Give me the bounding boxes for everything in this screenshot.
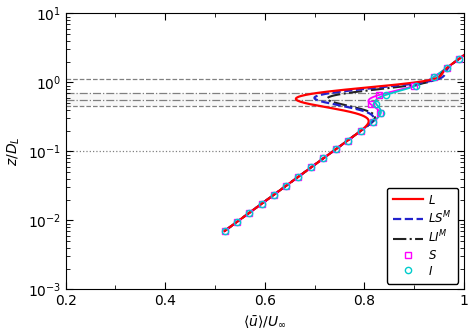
Bar bbox=[66, 93, 464, 106]
$LI^M$ bbox=[305, 168, 311, 172]
$I$ bbox=[456, 56, 462, 60]
$I$ bbox=[333, 148, 338, 152]
Legend: $L$, $LS^M$, $LI^M$, $S$, $I$: $L$, $LS^M$, $LI^M$, $S$, $I$ bbox=[387, 188, 458, 284]
$L$ bbox=[222, 229, 228, 233]
$S$ bbox=[376, 93, 382, 97]
$S$ bbox=[370, 120, 375, 124]
$S$ bbox=[456, 56, 462, 60]
$I$ bbox=[383, 93, 389, 97]
$LI^M$ bbox=[364, 109, 370, 113]
$I$ bbox=[370, 120, 375, 124]
Line: $I$: $I$ bbox=[221, 10, 474, 234]
$S$ bbox=[471, 20, 474, 24]
$LS^M$ bbox=[222, 229, 228, 233]
$I$ bbox=[234, 220, 239, 224]
$I$ bbox=[413, 84, 419, 88]
$S$ bbox=[246, 211, 252, 215]
$I$ bbox=[444, 66, 449, 70]
Line: $LS^M$: $LS^M$ bbox=[225, 13, 474, 231]
$S$ bbox=[271, 193, 277, 197]
$L$ bbox=[471, 16, 474, 20]
$LI^M$ bbox=[359, 128, 365, 132]
$I$ bbox=[308, 165, 314, 169]
$S$ bbox=[296, 175, 301, 179]
$LS^M$ bbox=[358, 128, 364, 132]
$S$ bbox=[358, 129, 364, 133]
$S$ bbox=[471, 39, 474, 43]
$S$ bbox=[222, 229, 228, 233]
$S$ bbox=[444, 66, 449, 70]
$S$ bbox=[368, 102, 374, 106]
$LI^M$ bbox=[222, 229, 228, 233]
$I$ bbox=[471, 20, 474, 24]
X-axis label: $\langle\bar{u}\rangle/U_{\infty}$: $\langle\bar{u}\rangle/U_{\infty}$ bbox=[243, 314, 287, 330]
$I$ bbox=[471, 11, 474, 15]
$LI^M$ bbox=[323, 154, 329, 158]
$L$ bbox=[471, 11, 474, 15]
$S$ bbox=[283, 184, 289, 188]
$S$ bbox=[469, 48, 474, 52]
Line: $L$: $L$ bbox=[225, 13, 474, 231]
$S$ bbox=[345, 138, 351, 142]
$I$ bbox=[259, 202, 264, 206]
$I$ bbox=[469, 48, 474, 52]
$I$ bbox=[431, 75, 437, 79]
$L$ bbox=[342, 109, 348, 113]
$L$ bbox=[323, 154, 329, 158]
$I$ bbox=[378, 111, 383, 115]
$S$ bbox=[234, 220, 239, 224]
$S$ bbox=[308, 165, 314, 169]
$I$ bbox=[222, 229, 228, 233]
$I$ bbox=[471, 30, 474, 34]
$LS^M$ bbox=[360, 109, 365, 113]
$S$ bbox=[333, 148, 338, 152]
$S$ bbox=[431, 75, 437, 79]
$L$ bbox=[305, 168, 311, 172]
$S$ bbox=[320, 157, 326, 161]
$LS^M$ bbox=[471, 16, 474, 20]
$I$ bbox=[246, 211, 252, 215]
$S$ bbox=[259, 202, 264, 206]
$LI^M$ bbox=[471, 16, 474, 20]
$I$ bbox=[345, 138, 351, 142]
$I$ bbox=[358, 129, 364, 133]
$S$ bbox=[377, 111, 383, 115]
$S$ bbox=[471, 30, 474, 34]
$LS^M$ bbox=[471, 11, 474, 15]
$I$ bbox=[283, 184, 289, 188]
$I$ bbox=[374, 102, 379, 106]
$L$ bbox=[358, 128, 364, 132]
Y-axis label: $z/D_L$: $z/D_L$ bbox=[6, 137, 22, 166]
$S$ bbox=[411, 84, 417, 88]
$LS^M$ bbox=[323, 154, 329, 158]
$LI^M$ bbox=[471, 11, 474, 15]
$I$ bbox=[271, 193, 277, 197]
$LS^M$ bbox=[286, 182, 292, 186]
$I$ bbox=[296, 175, 301, 179]
Line: $S$: $S$ bbox=[221, 10, 474, 234]
$LI^M$ bbox=[286, 182, 292, 186]
$L$ bbox=[286, 182, 292, 186]
$S$ bbox=[471, 11, 474, 15]
$LS^M$ bbox=[305, 168, 311, 172]
$I$ bbox=[320, 157, 326, 161]
Line: $LI^M$: $LI^M$ bbox=[225, 13, 474, 231]
$I$ bbox=[471, 39, 474, 43]
